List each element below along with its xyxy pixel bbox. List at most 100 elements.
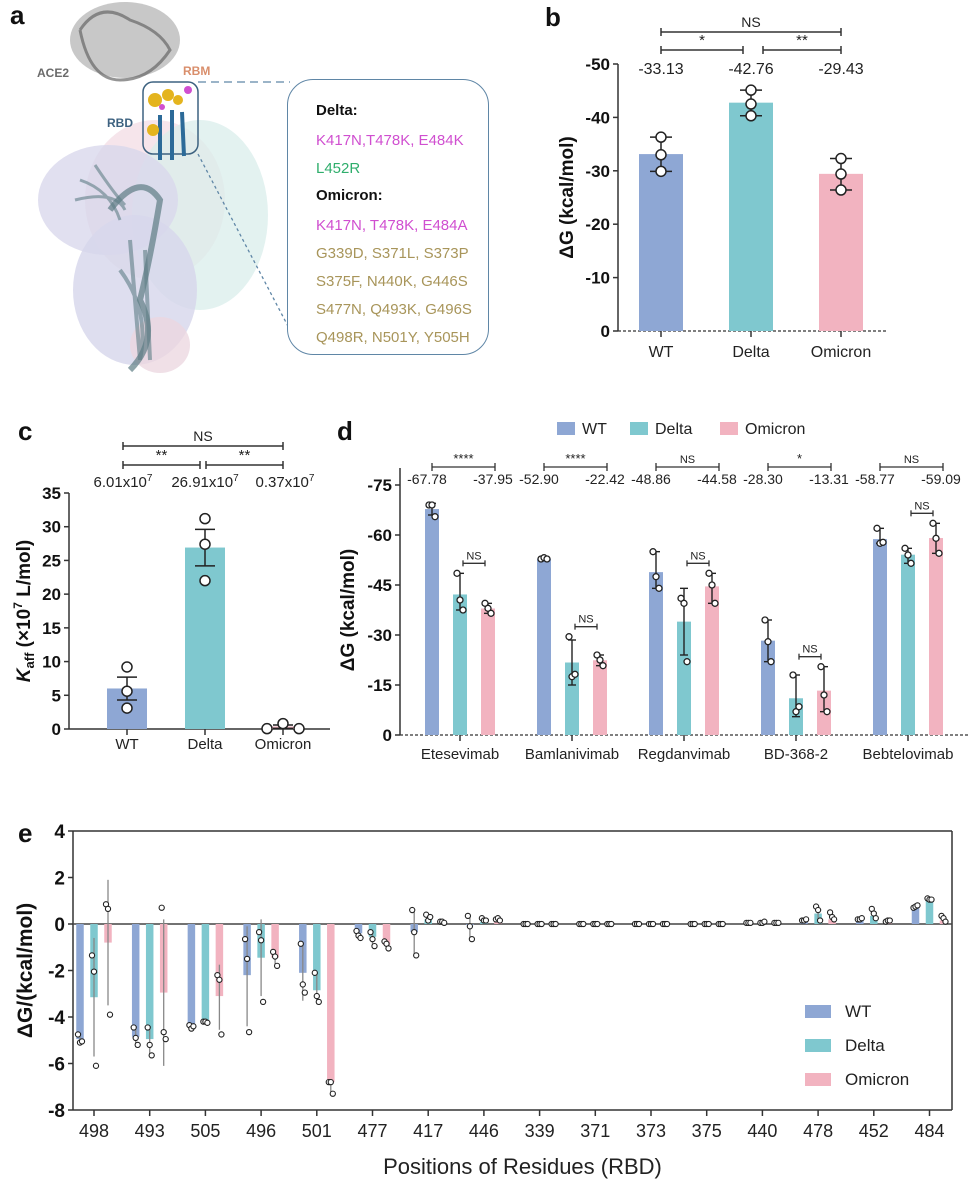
legend-label: WT (582, 421, 607, 438)
data-point (496, 917, 504, 924)
y-tick-label: 0 (383, 726, 392, 745)
data-point (830, 916, 838, 923)
data-point (132, 1034, 139, 1042)
y-tick-label: 5 (52, 686, 61, 705)
ace2-label: ACE2 (37, 66, 70, 80)
data-point (297, 940, 304, 947)
bar-delta (201, 924, 210, 1022)
data-point (745, 84, 757, 96)
data-point (655, 131, 667, 143)
data-point (199, 538, 211, 550)
data-point (487, 609, 495, 617)
x-tick-label: 440 (747, 1121, 777, 1141)
x-tick-label: 478 (803, 1121, 833, 1141)
y-tick-label: 0 (52, 720, 61, 739)
data-point (655, 149, 667, 161)
data-point (199, 574, 211, 587)
x-tick-label: WT (649, 344, 674, 361)
data-point (580, 920, 587, 928)
legend-swatch-omicron (720, 422, 738, 435)
y-tick-label: -2 (48, 962, 65, 983)
data-point (814, 906, 822, 914)
data-point (835, 168, 847, 180)
value-label: -13.31 (809, 471, 849, 487)
data-point (802, 916, 810, 923)
x-axis-label: Positions of Residues (RBD) (383, 1154, 662, 1179)
data-point (162, 1035, 169, 1043)
value-label: -29.43 (818, 61, 863, 78)
data-point (245, 1028, 253, 1036)
legend-swatch-wt (557, 422, 575, 435)
data-point (199, 512, 211, 525)
bar-delta (729, 102, 773, 332)
data-point (130, 1024, 137, 1031)
data-point (313, 992, 320, 1000)
significance-label: **** (453, 451, 473, 466)
data-point (747, 919, 754, 926)
value-label: -52.90 (519, 471, 559, 487)
data-point (299, 981, 306, 988)
data-point (327, 1078, 334, 1086)
data-point (719, 920, 726, 928)
bar-delta (565, 662, 579, 735)
data-point (901, 544, 909, 552)
data-point (817, 663, 825, 671)
data-point (148, 1052, 155, 1059)
ace2-structure (70, 2, 180, 82)
bar-delta (901, 554, 915, 735)
significance-label: NS (904, 454, 919, 466)
data-point (872, 915, 879, 922)
rbm-label: RBM (183, 64, 211, 78)
data-point (745, 98, 757, 110)
data-point (820, 691, 828, 699)
data-point (273, 962, 281, 969)
data-point (104, 905, 112, 913)
data-point (649, 548, 657, 556)
data-point (257, 937, 265, 944)
data-point (929, 519, 937, 527)
panel-a-letter: a (10, 0, 25, 30)
legend-label: Omicron (845, 1070, 909, 1089)
data-point (78, 1038, 86, 1045)
data-point (121, 661, 133, 673)
legend-swatch-delta (805, 1039, 831, 1052)
bar-wt (537, 558, 551, 735)
bar-omicron (327, 924, 335, 1083)
x-tick-label: 477 (357, 1121, 387, 1141)
data-point (775, 919, 782, 926)
x-tick-label: 505 (190, 1121, 220, 1141)
significance-label: NS (741, 14, 760, 30)
data-point (879, 538, 887, 546)
data-point (649, 920, 657, 928)
mutation-list-box: Delta: K417N,T478K, E484K L452R Omicron: … (287, 79, 489, 355)
legend-label: Delta (845, 1036, 885, 1055)
panel-e-letter: e (18, 818, 33, 848)
data-point (88, 952, 96, 959)
data-point (823, 708, 831, 716)
data-point (524, 920, 531, 928)
x-tick-label: 493 (135, 1121, 165, 1141)
significance-label: NS (193, 428, 212, 444)
data-point (259, 998, 267, 1006)
bar-wt (873, 539, 887, 735)
significance-label: NS (802, 644, 817, 656)
x-tick-label: 371 (580, 1121, 610, 1141)
y-tick-label: -8 (48, 1101, 65, 1122)
data-point (904, 551, 912, 559)
data-point (369, 935, 376, 943)
data-point (608, 920, 615, 928)
data-point (190, 1023, 197, 1030)
data-point (216, 976, 223, 983)
data-point (683, 658, 691, 666)
data-point (441, 919, 448, 926)
data-point (241, 935, 249, 943)
data-point (255, 928, 263, 936)
bar-wt (187, 924, 196, 1027)
y-tick-label: 2 (54, 869, 65, 890)
significance-label: * (797, 451, 802, 466)
data-point (680, 599, 688, 607)
data-point (329, 1090, 336, 1097)
spike-structure-illustration (38, 2, 291, 373)
y-tick-label: -75 (367, 476, 392, 495)
